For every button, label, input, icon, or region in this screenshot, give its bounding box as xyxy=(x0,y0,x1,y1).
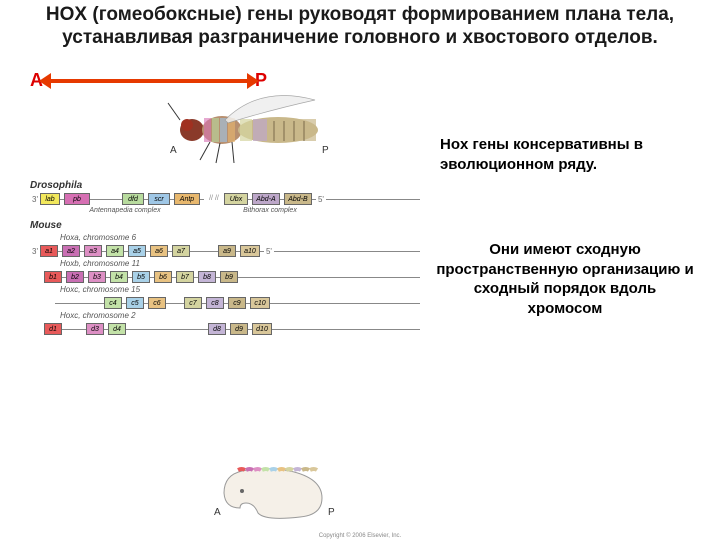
gene-box: a5 xyxy=(128,245,146,257)
gene-box: a6 xyxy=(150,245,168,257)
gene-box: d3 xyxy=(86,323,104,335)
gene-box: c6 xyxy=(148,297,166,309)
svg-text:P: P xyxy=(322,145,329,156)
drosophila-label: Drosophila xyxy=(30,180,430,191)
gene-box: a2 xyxy=(62,245,80,257)
gene-box: b1 xyxy=(44,271,62,283)
gene-box: Abd-B xyxy=(284,193,312,205)
chromosome-label: Hoxb, chromosome 11 xyxy=(30,259,430,268)
page-title: HOX (гомеобоксные) гены руководят формир… xyxy=(0,0,720,52)
mouse-gene-row: b1 b2 b3 b4 b5 b6 b7 b8 b9 xyxy=(30,271,430,283)
side-text-conserved: Hox гены консервативны в эволюционном ря… xyxy=(440,135,700,174)
copyright-text: Copyright © 2006 Elsevier, Inc. xyxy=(319,533,401,539)
complex-labels: Antennapedia complex Bithorax complex xyxy=(30,207,430,214)
gene-box: b4 xyxy=(110,271,128,283)
gene-box: d1 xyxy=(44,323,62,335)
gene-box: d4 xyxy=(108,323,126,335)
gene-box: a10 xyxy=(240,245,260,257)
gene-box: b2 xyxy=(66,271,84,283)
gene-box: a7 xyxy=(172,245,190,257)
bithorax-label: Bithorax complex xyxy=(210,207,330,214)
gene-box: b7 xyxy=(176,271,194,283)
mouse-label: Mouse xyxy=(30,220,430,231)
svg-text:A: A xyxy=(214,507,221,518)
gene-box: dfd xyxy=(122,193,144,205)
chromosome-label: Hoxc, chromosome 2 xyxy=(30,311,430,320)
gene-box: a4 xyxy=(106,245,124,257)
gene-diagram: Drosophila 3' labpbdfdscrAntp// //UbxAbd… xyxy=(30,180,430,337)
mouse-gene-row: d1 d3 d4 d8 d9 d10 xyxy=(30,323,430,335)
gene-box: b9 xyxy=(220,271,238,283)
mouse-gene-row: c4 c5 c6 c7 c8 c9 c10 xyxy=(30,297,430,309)
side-text-organization: Они имеют сходную пространственную орган… xyxy=(435,240,695,318)
gene-box: b8 xyxy=(198,271,216,283)
svg-text:A: A xyxy=(170,145,177,156)
gene-box: Antp xyxy=(174,193,200,205)
gene-box: scr xyxy=(148,193,170,205)
svg-text:P: P xyxy=(328,507,335,518)
drosophila-illustration: A P xyxy=(150,75,340,170)
drosophila-gene-row: 3' labpbdfdscrAntp// //UbxAbd-AAbd-B5' xyxy=(30,193,430,205)
mouse-gene-row: 3'a1a2a3a4a5a6a7a9a105' xyxy=(30,245,430,257)
gene-box: d8 xyxy=(208,323,226,335)
gene-box: b3 xyxy=(88,271,106,283)
gene-box: b6 xyxy=(154,271,172,283)
chromosome-label: Hoxa, chromosome 6 xyxy=(30,233,430,242)
gene-box: c9 xyxy=(228,297,246,309)
end-3prime: 3' xyxy=(30,195,40,204)
gene-box: c10 xyxy=(250,297,270,309)
mouse-embryo-illustration: A P xyxy=(210,453,340,528)
gene-box: pb xyxy=(64,193,90,205)
gene-box: lab xyxy=(40,193,60,205)
antennapedia-label: Antennapedia complex xyxy=(60,207,190,214)
gene-box: b5 xyxy=(132,271,150,283)
gene-box: c7 xyxy=(184,297,202,309)
gene-box: a9 xyxy=(218,245,236,257)
gene-box: a3 xyxy=(84,245,102,257)
gene-box: d10 xyxy=(252,323,272,335)
chromosome-label: Hoxc, chromosome 15 xyxy=(30,285,430,294)
gene-box: c8 xyxy=(206,297,224,309)
gene-box: c5 xyxy=(126,297,144,309)
gene-box: a1 xyxy=(40,245,58,257)
gene-box: Ubx xyxy=(224,193,248,205)
gene-box: c4 xyxy=(104,297,122,309)
gene-box: Abd-A xyxy=(252,193,280,205)
gene-box: d9 xyxy=(230,323,248,335)
